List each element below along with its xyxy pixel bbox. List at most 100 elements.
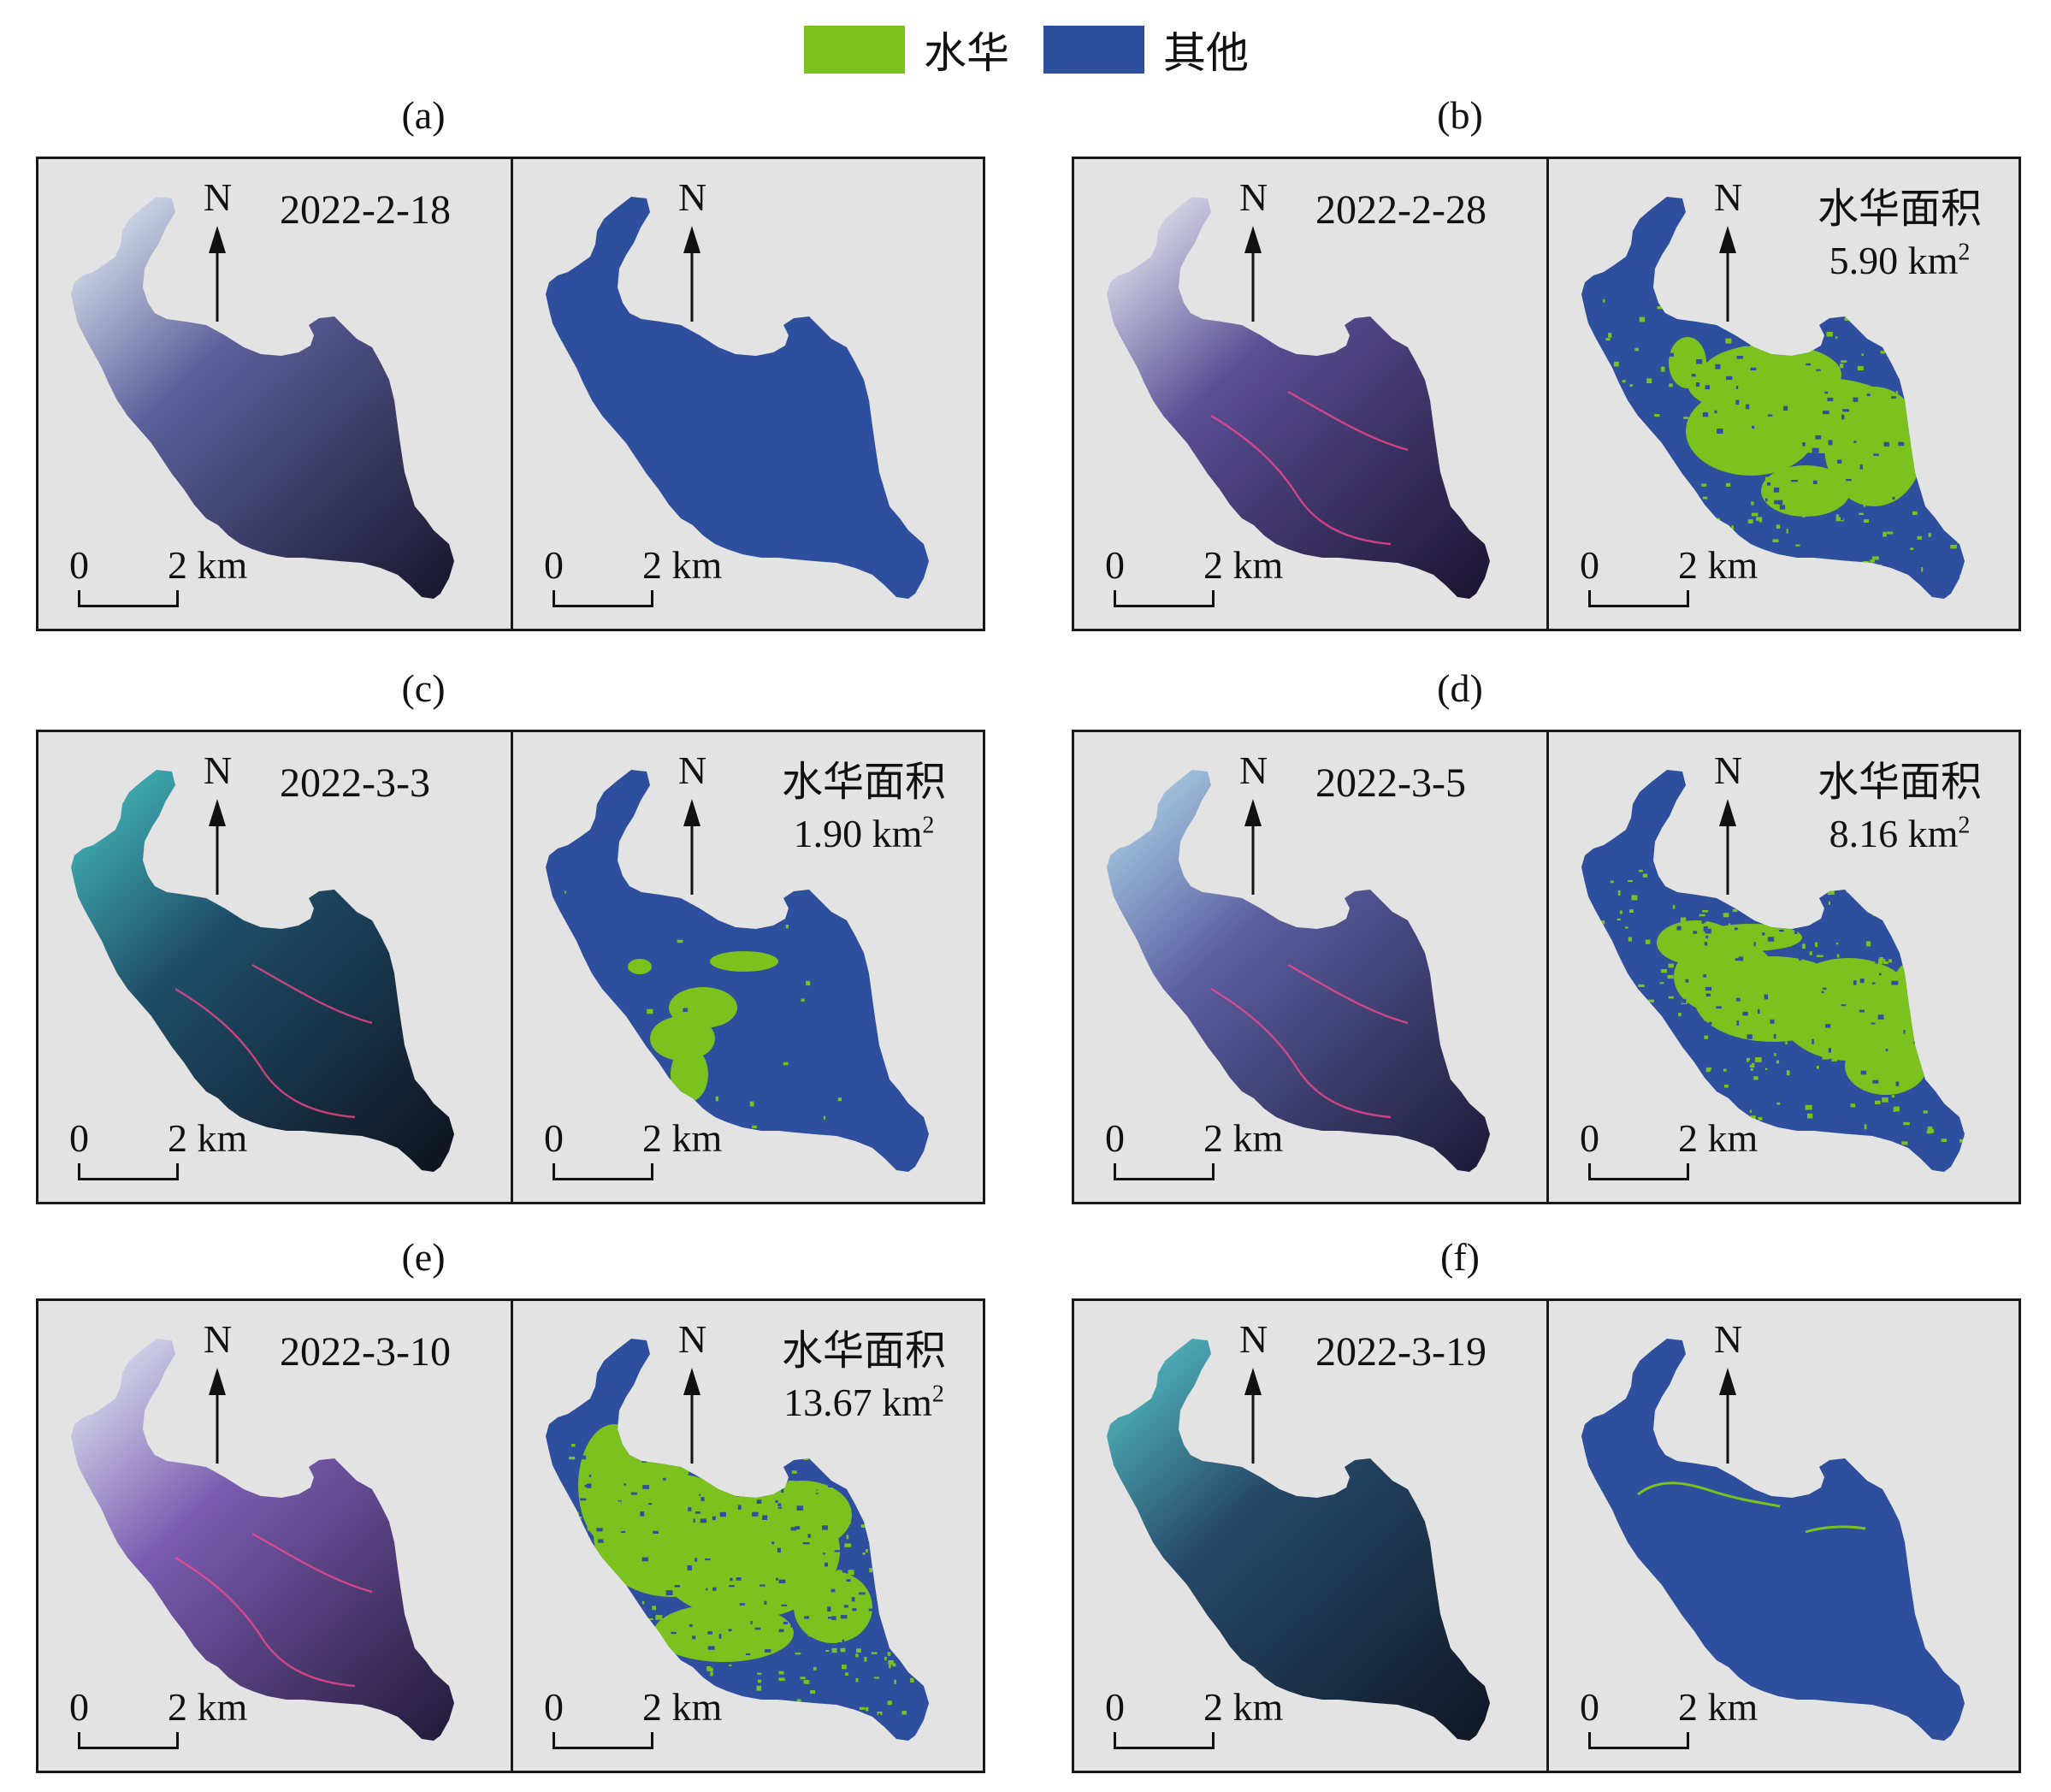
bloom-speck — [1611, 435, 1617, 440]
bloom-speck — [707, 1548, 714, 1552]
satellite-lake-map — [71, 1339, 454, 1741]
bloom-speck — [1669, 383, 1673, 387]
bloom-speck — [804, 1616, 810, 1619]
bloom-speck — [1798, 329, 1805, 334]
bloom-area-title: 水华面积 — [781, 1327, 946, 1375]
bloom-speck — [830, 1465, 836, 1470]
north-arrow-icon — [683, 1368, 700, 1464]
classified-lake-map — [1581, 770, 1965, 1172]
bloom-speck — [795, 1588, 800, 1594]
bloom-speck — [775, 1499, 778, 1503]
bloom-speck — [862, 1474, 867, 1477]
bloom-speck — [1876, 310, 1883, 314]
bloom-speck — [890, 1585, 893, 1588]
bloom-speck — [834, 1550, 841, 1552]
bloom-speck — [1900, 458, 1906, 462]
bloom-speck — [1699, 914, 1705, 917]
bloom-speck — [1881, 487, 1887, 491]
bloom-speck — [598, 1593, 600, 1599]
algae-trace — [174, 963, 373, 1119]
lake-satellite-shape — [1107, 1339, 1490, 1741]
bloom-speck — [1917, 535, 1922, 540]
bloom-speck — [1666, 1098, 1673, 1102]
bloom-speck — [803, 1680, 810, 1684]
bloom-speck — [1953, 319, 1960, 322]
bloom-speck — [1950, 1067, 1957, 1070]
bloom-speck — [735, 1676, 740, 1678]
bloom-speck — [1889, 564, 1896, 568]
bloom-speck — [1924, 917, 1927, 922]
bloom-speck — [829, 1460, 834, 1464]
bloom-speck — [1884, 909, 1887, 914]
bloom-speck — [1654, 414, 1660, 417]
bloom-speck — [1908, 502, 1912, 507]
bloom-speck — [567, 1511, 574, 1514]
bloom-speck — [822, 1525, 828, 1530]
bloom-speck — [843, 1468, 847, 1473]
bloom-speck — [807, 1482, 811, 1487]
bloom-speck — [1912, 511, 1918, 516]
bloom-speck — [1707, 983, 1712, 985]
bloom-speck — [1732, 908, 1738, 913]
bloom-speck — [1616, 476, 1620, 480]
bloom-speck — [799, 1645, 803, 1648]
bloom-speck — [1944, 879, 1948, 884]
bloom-speck — [1806, 1013, 1814, 1017]
bloom-speck — [1832, 1085, 1837, 1089]
scale-zero-label: 0 — [1580, 1685, 1599, 1729]
bloom-speck — [891, 1441, 898, 1447]
bloom-speck — [777, 1547, 781, 1552]
scale-zero-label: 0 — [1105, 1116, 1125, 1160]
bloom-speck — [592, 1638, 598, 1643]
bloom-speck — [1759, 887, 1765, 891]
bloom-speck — [877, 1572, 879, 1576]
bloom-speck — [854, 1682, 858, 1685]
bloom-speck — [1781, 296, 1787, 299]
bloom-speck — [1857, 299, 1860, 303]
bloom-speck — [773, 1542, 779, 1548]
bloom-speck — [1888, 1103, 1893, 1106]
bloom-speck — [1664, 495, 1670, 498]
bloom-speck — [1622, 380, 1626, 383]
bloom-speck — [1878, 958, 1883, 964]
bloom-speck — [1769, 887, 1775, 889]
bloom-speck — [839, 1638, 842, 1641]
bloom-speck — [1926, 970, 1933, 976]
bloom-speck — [812, 1547, 817, 1552]
bloom-speck — [1717, 997, 1723, 1001]
bloom-speck — [1841, 360, 1847, 364]
bloom-speck — [746, 1486, 750, 1492]
bloom-speck — [878, 1706, 883, 1711]
bloom-speck — [778, 1579, 786, 1583]
bloom-speck — [1788, 337, 1793, 342]
bloom-area-block: 水华面积 13.67 km2 — [761, 1327, 966, 1429]
bloom-speck — [718, 1653, 724, 1657]
bloom-speck — [1949, 1083, 1954, 1087]
bloom-speck — [1864, 1000, 1869, 1002]
bloom-speck — [783, 1062, 789, 1066]
bloom-speck — [572, 1582, 576, 1588]
bloom-speck — [1887, 1144, 1892, 1147]
bloom-speck — [1634, 319, 1640, 322]
bloom-speck — [1835, 514, 1839, 519]
scale-bar-line — [1114, 1163, 1215, 1180]
scale-bar-line — [1588, 1163, 1689, 1180]
bloom-speck — [749, 1101, 754, 1107]
bloom-speck — [1756, 869, 1762, 873]
bloom-speck — [1902, 1074, 1905, 1079]
scale-zero-label: 0 — [544, 543, 564, 587]
bloom-speck — [1767, 414, 1773, 417]
bloom-speck — [1676, 931, 1683, 935]
bloom-speck — [706, 1588, 708, 1591]
bloom-speck — [1623, 993, 1627, 997]
bloom-speck — [1925, 937, 1931, 940]
area-unit-exponent: 2 — [1958, 239, 1971, 266]
satellite-lake-map — [1107, 770, 1490, 1172]
bloom-speck — [1883, 937, 1887, 943]
bloom-speck — [876, 1488, 883, 1492]
bloom-speck — [1832, 1031, 1835, 1036]
bloom-speck — [846, 1535, 849, 1540]
bloom-speck — [1859, 423, 1864, 428]
bloom-speck — [842, 1665, 847, 1670]
bloom-speck — [860, 1486, 863, 1490]
